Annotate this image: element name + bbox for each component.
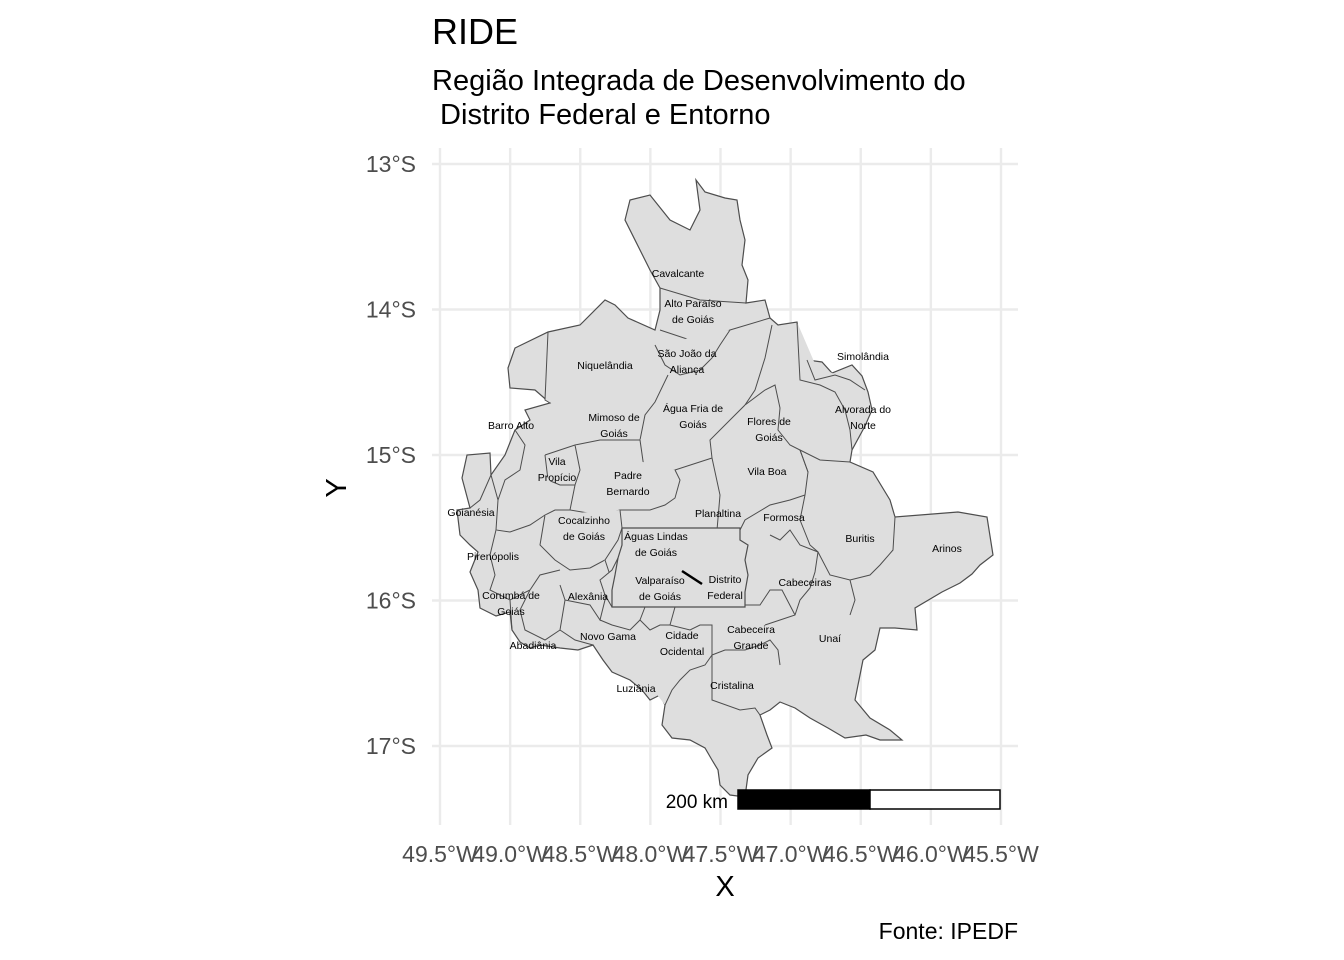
municipality-label: Alto Paraíso [664, 298, 721, 310]
municipality-label: Ocidental [660, 646, 704, 658]
boundary-novo-gama [599, 619, 713, 706]
municipality-label: Norte [850, 420, 876, 432]
municipality-label: Goiás [679, 419, 706, 431]
y-tick-label: 14°S [366, 297, 416, 323]
municipality-label: Distrito [709, 574, 742, 586]
boundary-abadiania [559, 629, 594, 646]
x-tick-label: 49.5°W [402, 841, 478, 867]
municipality-label: Arinos [932, 543, 962, 555]
boundary-alvorada [796, 321, 853, 451]
municipality-label: Formosa [763, 512, 805, 524]
ride-outer-boundary [456, 177, 994, 798]
y-tick-label: 16°S [366, 588, 416, 614]
distrito-federal-boundary [611, 527, 749, 608]
municipality-label: Aliança [670, 364, 705, 376]
boundary-cabeceira-grande [711, 589, 796, 666]
municipality-label: de Goiás [639, 591, 681, 603]
boundary-cocalzinho [539, 509, 623, 571]
municipality-label: Flores de [747, 416, 791, 428]
x-tick-label: 47.5°W [683, 841, 759, 867]
municipality-label: Luziânia [616, 683, 655, 695]
municipality-label: Água Fria de [663, 402, 723, 415]
boundary-unai [849, 579, 856, 616]
map-title: RIDE [432, 11, 518, 52]
municipality-label: Alexânia [568, 591, 608, 603]
x-tick-label: 46.0°W [893, 841, 969, 867]
municipality-label: Vila Boa [748, 466, 787, 478]
municipality-label: Cavalcante [652, 268, 705, 280]
municipality-label: São João da [658, 348, 717, 360]
municipality-label: Unaí [819, 633, 841, 645]
boundary-simolandia [806, 359, 866, 391]
municipality-label: Cabeceiras [778, 577, 831, 589]
municipality-label: de Goiás [563, 531, 605, 543]
map-subtitle-line-2: Distrito Federal e Entorno [432, 99, 770, 131]
municipality-label: Propício [538, 472, 577, 484]
y-tick-label: 17°S [366, 733, 416, 759]
x-tick-label: 49.0°W [472, 841, 548, 867]
municipality-labels: Cavalcante Alto Paraíso de Goiás São João d… [447, 268, 962, 695]
lake-paranoa-line [681, 569, 703, 586]
municipality-label: Pirenópolis [467, 551, 519, 563]
municipality-label: Novo Gama [580, 631, 636, 643]
y-axis-title: Y [321, 478, 353, 497]
municipality-polygons [456, 177, 994, 798]
municipality-label: Niquelândia [577, 360, 633, 372]
boundary-vila-boa [711, 449, 851, 531]
y-tick-label: 13°S [366, 151, 416, 177]
municipality-label: Federal [707, 590, 743, 602]
boundary-buritis [799, 494, 896, 581]
map-subtitle-line-1: Região Integrada de Desenvolvimento do [432, 65, 966, 97]
municipality-label: Goianésia [447, 507, 494, 519]
municipality-label: Abadiânia [510, 640, 557, 652]
y-axis-tick-labels: 13°S 14°S 15°S 16°S 17°S [366, 151, 416, 759]
municipality-label: Cristalina [710, 680, 754, 692]
boundary-sao-joao [654, 329, 731, 376]
x-tick-label: 48.5°W [542, 841, 618, 867]
municipality-label: de Goiás [672, 314, 714, 326]
municipality-label: Goiás [755, 432, 782, 444]
boundary-pirenopolis [489, 529, 561, 601]
municipality-label: Águas Lindas [624, 530, 688, 543]
boundary-cristalina [711, 655, 761, 716]
source-caption: Fonte: IPEDF [879, 918, 1018, 944]
municipality-label: Goiás [600, 428, 627, 440]
x-tick-label: 48.0°W [613, 841, 689, 867]
municipality-label: Mimoso de [588, 412, 640, 424]
boundary-mimoso [544, 454, 575, 486]
municipality-label: Simolândia [837, 351, 889, 363]
boundary-formosa [739, 449, 809, 531]
municipality-label: Goiás [497, 606, 524, 618]
municipality-label: Alvorada do [835, 404, 891, 416]
municipality-label: Valparaíso [635, 575, 685, 587]
municipality-label: Padre [614, 470, 642, 482]
municipality-label: Cidade [665, 630, 698, 642]
municipality-label: Planaltina [695, 508, 741, 520]
municipality-label: Grande [733, 640, 768, 652]
municipality-label: de Goiás [635, 547, 677, 559]
boundary-goianesia [469, 474, 499, 509]
municipality-label: Barro Alto [488, 420, 534, 432]
municipality-label: Vila [548, 456, 565, 468]
boundary-cavalcante [659, 287, 747, 304]
boundary-cidade-ocidental [639, 606, 676, 626]
x-tick-label: 46.5°W [823, 841, 899, 867]
municipality-label: Cabeceira [727, 624, 775, 636]
municipality-label: Buritis [845, 533, 874, 545]
x-axis-title: X [715, 871, 734, 903]
scale-bar-label: 200 km [666, 792, 728, 813]
scale-bar-black-segment [737, 789, 871, 810]
municipality-label: Corumbá de [482, 590, 540, 602]
x-tick-label: 47.0°W [753, 841, 829, 867]
x-axis-tick-labels: 49.5°W49.0°W48.5°W48.0°W47.5°W47.0°W46.5… [402, 841, 1039, 867]
y-tick-label: 15°S [366, 442, 416, 468]
municipality-label: Cocalzinho [558, 515, 610, 527]
x-tick-label: 45.5°W [963, 841, 1039, 867]
municipality-label: Bernardo [606, 486, 649, 498]
scale-bar: 200 km [666, 789, 1001, 813]
scale-bar-white-segment [869, 789, 1001, 810]
